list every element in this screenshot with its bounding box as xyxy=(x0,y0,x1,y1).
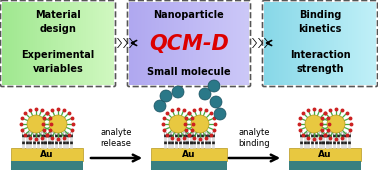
Circle shape xyxy=(199,88,211,100)
Text: Material
design: Material design xyxy=(35,10,81,34)
Bar xyxy=(289,148,361,161)
Text: Au: Au xyxy=(40,150,54,159)
Text: analyte
release: analyte release xyxy=(100,128,132,148)
Text: Binding
kinetics: Binding kinetics xyxy=(298,10,342,34)
Bar xyxy=(11,161,83,170)
Circle shape xyxy=(305,115,323,133)
Polygon shape xyxy=(264,38,269,48)
Circle shape xyxy=(191,115,209,133)
Text: Au: Au xyxy=(318,150,332,159)
Text: Nanoparticle: Nanoparticle xyxy=(153,10,225,20)
Circle shape xyxy=(327,115,345,133)
Circle shape xyxy=(160,90,172,102)
Circle shape xyxy=(172,86,184,98)
Text: analyte
binding: analyte binding xyxy=(238,128,270,148)
Circle shape xyxy=(27,115,45,133)
Text: Au: Au xyxy=(182,150,196,159)
Bar xyxy=(151,161,227,170)
Text: Interaction
strength: Interaction strength xyxy=(290,50,350,74)
Circle shape xyxy=(210,96,222,108)
Circle shape xyxy=(154,100,166,112)
Polygon shape xyxy=(129,38,134,48)
Text: Small molecule: Small molecule xyxy=(147,67,231,77)
Text: Experimental
variables: Experimental variables xyxy=(22,50,94,74)
Circle shape xyxy=(49,115,67,133)
Bar xyxy=(289,161,361,170)
Circle shape xyxy=(208,80,220,92)
Polygon shape xyxy=(123,38,128,48)
Polygon shape xyxy=(117,38,122,48)
Bar xyxy=(151,148,227,161)
Polygon shape xyxy=(252,38,257,48)
Text: QCM-D: QCM-D xyxy=(149,34,229,54)
Bar xyxy=(11,148,83,161)
Polygon shape xyxy=(258,38,263,48)
Circle shape xyxy=(169,115,187,133)
Circle shape xyxy=(214,108,226,120)
